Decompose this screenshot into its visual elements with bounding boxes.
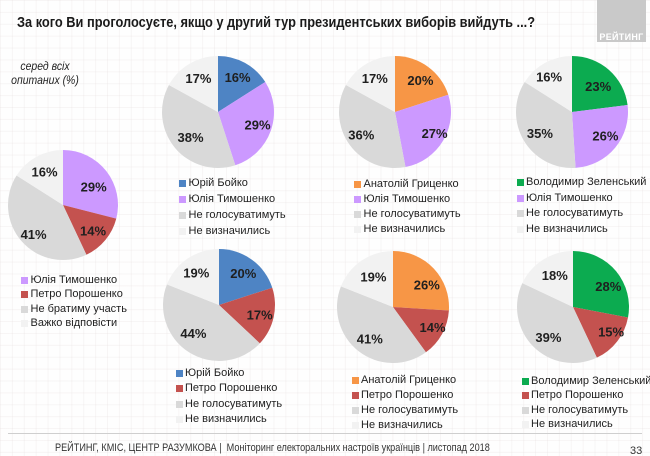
svg-text:17%: 17% [185, 71, 211, 86]
svg-text:17%: 17% [362, 71, 388, 86]
svg-text:16%: 16% [31, 165, 57, 180]
svg-text:15%: 15% [598, 325, 624, 340]
svg-text:36%: 36% [348, 127, 374, 142]
svg-text:20%: 20% [230, 266, 256, 281]
svg-text:16%: 16% [225, 70, 251, 85]
svg-text:26%: 26% [414, 278, 440, 293]
svg-text:17%: 17% [247, 307, 273, 322]
svg-text:23%: 23% [585, 79, 611, 94]
svg-text:29%: 29% [244, 117, 270, 132]
svg-text:18%: 18% [542, 268, 568, 283]
svg-text:14%: 14% [80, 224, 106, 239]
svg-text:35%: 35% [527, 126, 553, 141]
svg-text:39%: 39% [535, 330, 561, 345]
svg-text:20%: 20% [407, 73, 433, 88]
svg-text:16%: 16% [536, 70, 562, 85]
svg-text:14%: 14% [419, 320, 445, 335]
svg-text:26%: 26% [592, 129, 618, 144]
svg-text:27%: 27% [422, 126, 448, 141]
svg-text:19%: 19% [360, 270, 386, 285]
svg-text:29%: 29% [81, 180, 107, 195]
svg-text:41%: 41% [21, 227, 47, 242]
svg-text:44%: 44% [180, 326, 206, 341]
svg-text:19%: 19% [183, 265, 209, 280]
svg-text:38%: 38% [177, 130, 203, 145]
svg-text:41%: 41% [357, 332, 383, 347]
svg-text:28%: 28% [595, 279, 621, 294]
